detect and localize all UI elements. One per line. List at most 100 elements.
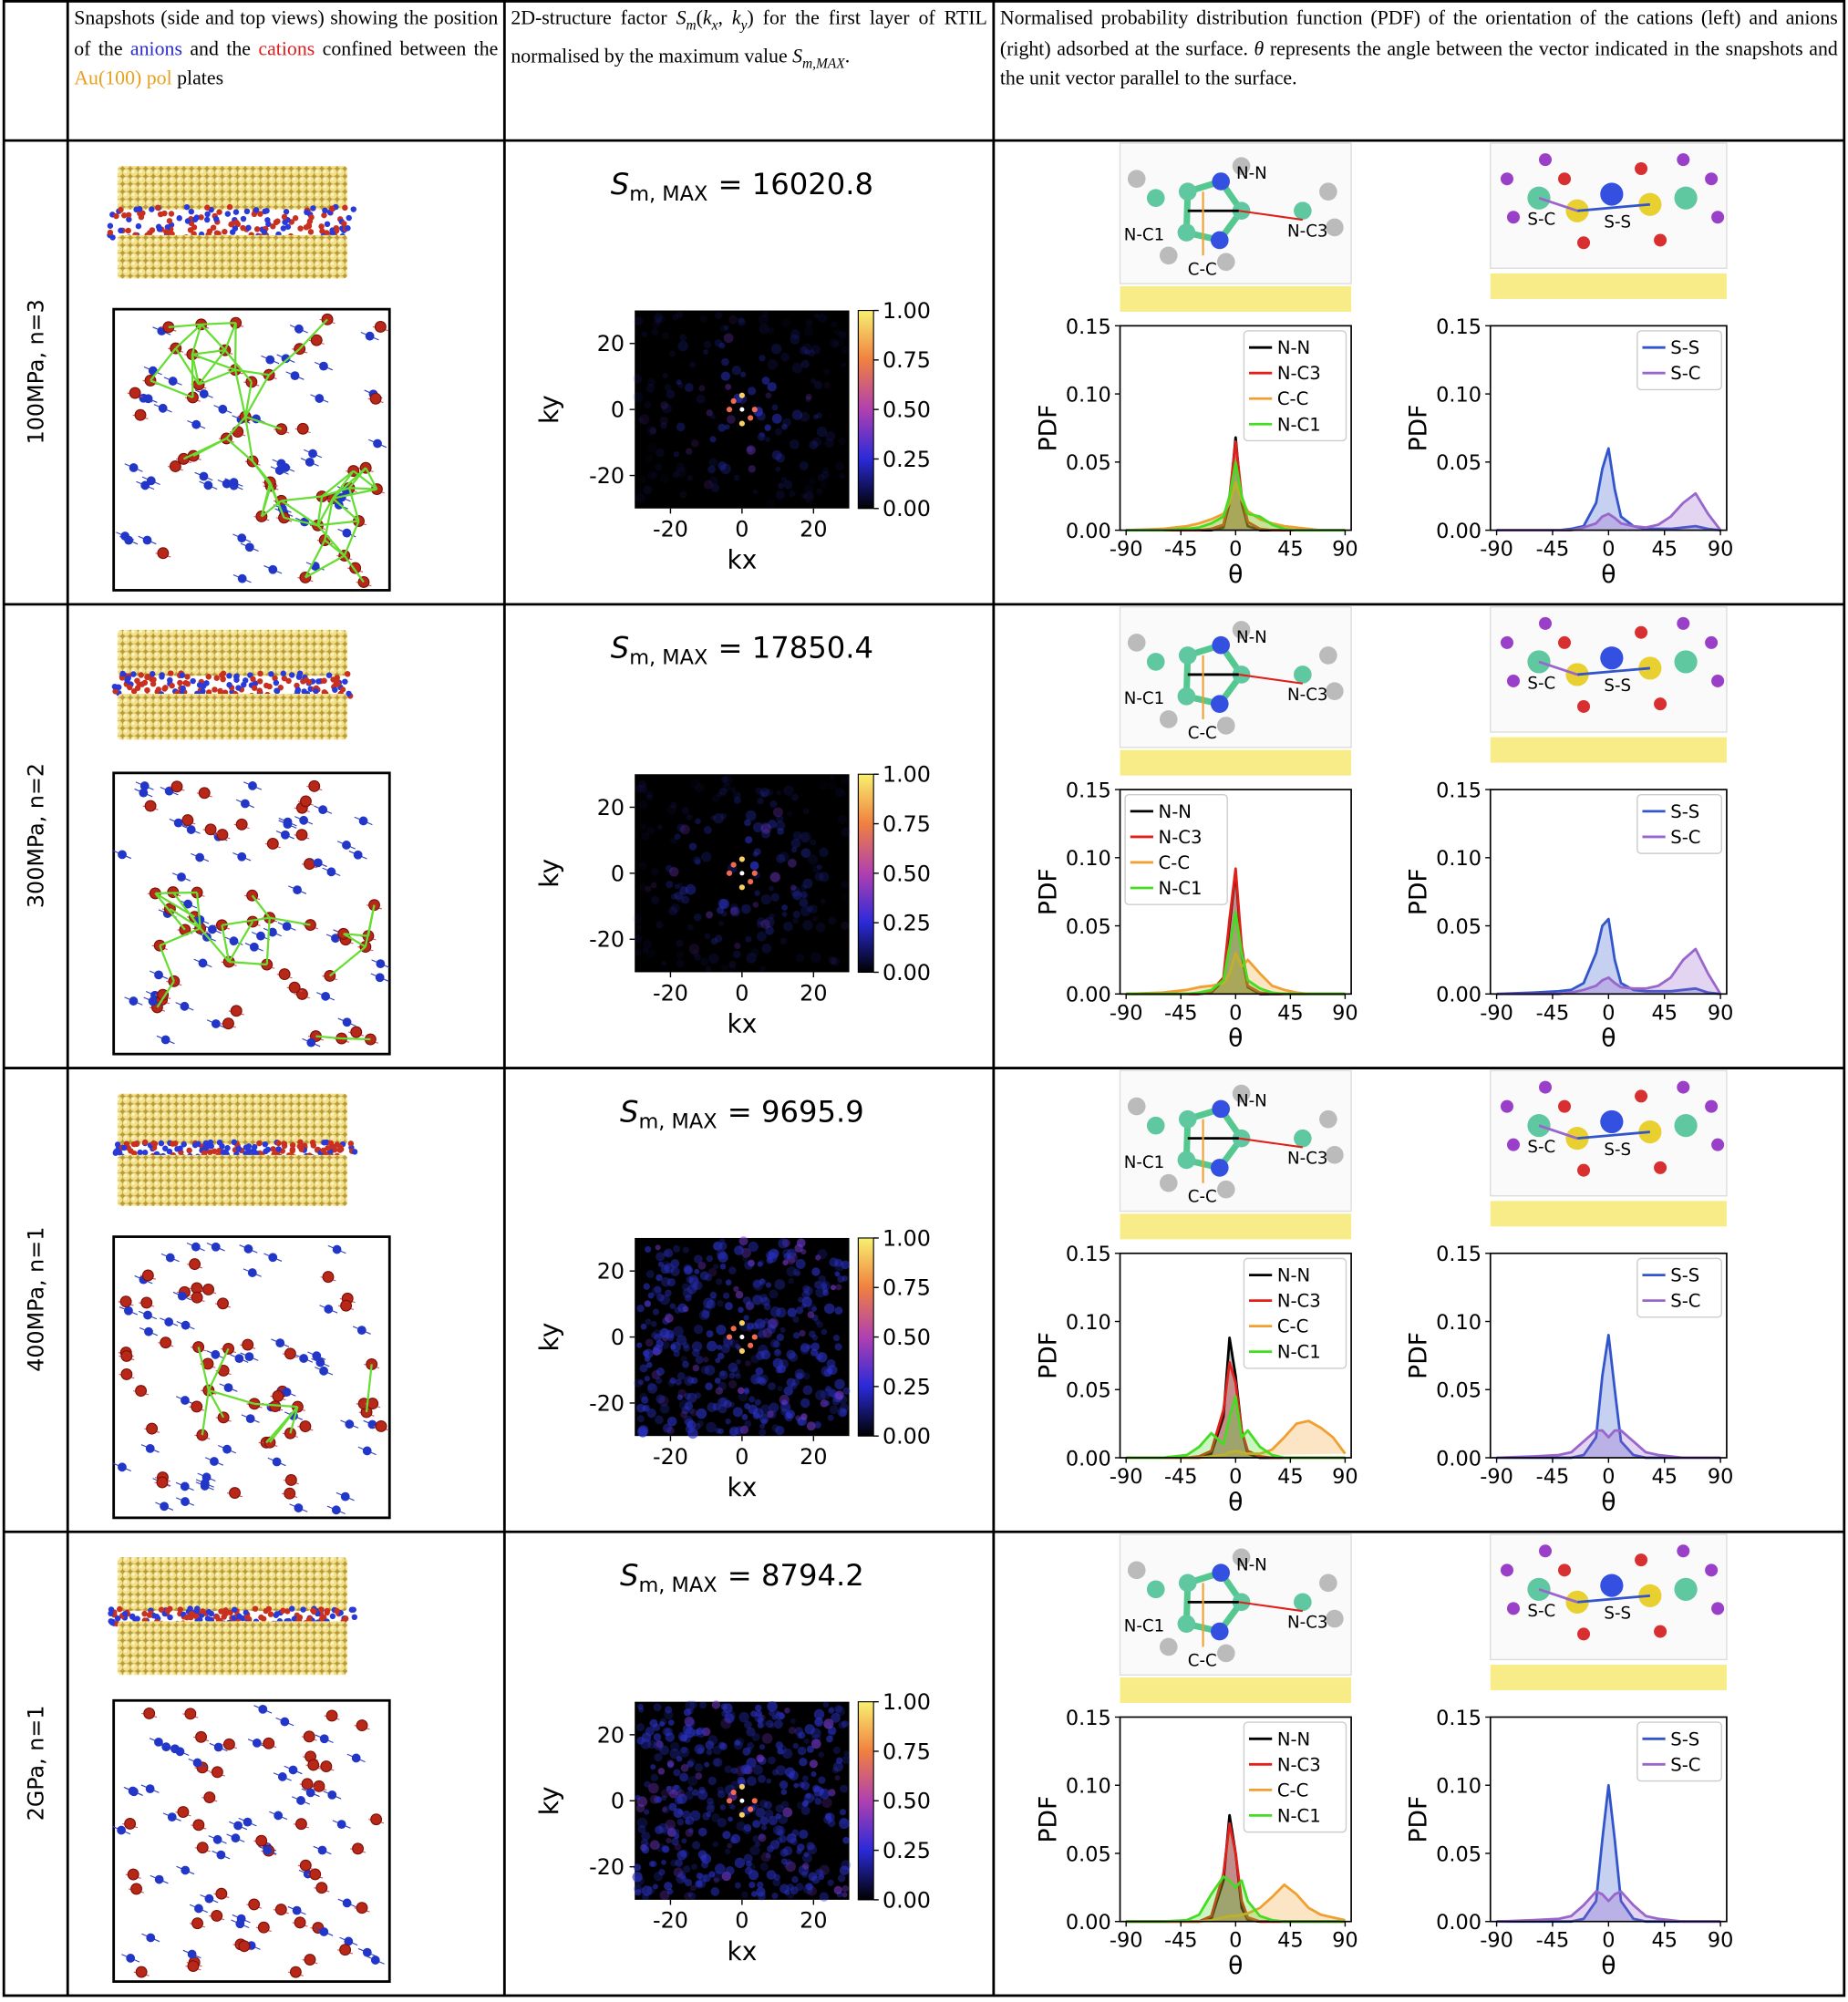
ion xyxy=(256,678,263,685)
heatmap-speckle xyxy=(800,905,811,917)
ion xyxy=(274,687,281,695)
heatmap-speckle xyxy=(641,831,650,841)
atom xyxy=(1674,1577,1698,1601)
heatmap-speckle xyxy=(707,1776,717,1786)
heatmap-speckle xyxy=(810,345,821,355)
heatmap-speckle xyxy=(800,1413,808,1420)
heatmap-speckle xyxy=(647,377,656,387)
network-link xyxy=(159,927,201,947)
heatmap-speckle xyxy=(732,1407,743,1418)
heatmap-speckle xyxy=(690,1863,697,1871)
ion xyxy=(183,1614,191,1621)
heatmap-speckle xyxy=(769,872,780,882)
anion xyxy=(370,1956,380,1965)
colorbar-tick-label: 0.00 xyxy=(883,1887,931,1913)
heatmap-speckle xyxy=(656,1252,666,1262)
anion xyxy=(292,1905,302,1915)
heatmap-speckle xyxy=(674,891,683,901)
anion xyxy=(331,934,340,944)
pdf-area xyxy=(1496,947,1722,996)
heatmap-speckle xyxy=(670,1741,680,1752)
heatmap-speckle xyxy=(836,338,845,347)
heatmap-speckle xyxy=(776,1333,785,1342)
cation xyxy=(211,1909,223,1922)
heatmap-speckle xyxy=(779,1883,790,1894)
heatmap-speckle xyxy=(645,1270,655,1279)
network-link xyxy=(280,500,319,527)
heatmap-speckle xyxy=(646,425,657,436)
heatmap-speckle xyxy=(668,867,679,877)
heatmap-speckle xyxy=(780,1858,788,1865)
network-link xyxy=(298,318,328,350)
anion xyxy=(313,858,323,868)
cation xyxy=(350,1026,363,1038)
ion xyxy=(250,676,256,683)
heatmap-speckle xyxy=(738,1306,744,1314)
heatmap-speckle xyxy=(653,1703,662,1712)
atom xyxy=(1326,682,1344,700)
network-link xyxy=(324,498,335,541)
vector xyxy=(1576,666,1650,676)
heatmap-speckle xyxy=(670,893,677,900)
heatmap-speckle xyxy=(825,1387,835,1398)
heatmap-speckle xyxy=(758,1260,765,1266)
heatmap-speckle xyxy=(673,1769,681,1777)
network-link xyxy=(234,368,270,377)
atom xyxy=(1705,1563,1719,1577)
heatmap-origin xyxy=(739,871,745,876)
heatmap-speckle xyxy=(756,1754,765,1763)
heatmap-speckle xyxy=(786,1409,795,1419)
heatmap-speckle xyxy=(638,475,646,483)
anion xyxy=(342,841,351,850)
heatmap-speckle xyxy=(719,1370,726,1377)
pdf-area xyxy=(1496,917,1721,996)
heatmap-speckle xyxy=(685,1828,694,1837)
vector xyxy=(1538,196,1578,212)
heatmap-speckle xyxy=(639,1364,648,1373)
heatmap-speckle xyxy=(760,823,772,834)
cation xyxy=(134,408,147,421)
cation xyxy=(340,1299,353,1312)
heatmap-speckle xyxy=(775,1349,780,1355)
network-link xyxy=(268,347,301,377)
heatmap-speckle xyxy=(683,1708,692,1717)
vector xyxy=(1576,1130,1650,1140)
heatmap-speckle xyxy=(712,1758,720,1767)
heatmap-speckle xyxy=(722,774,733,786)
ion xyxy=(347,1140,355,1147)
heatmap-speckle xyxy=(692,1364,700,1372)
heatmap-speckle xyxy=(803,325,814,337)
heatmap-speckle xyxy=(681,807,689,815)
heatmap-speckle xyxy=(641,1396,649,1404)
heatmap-speckle xyxy=(660,1264,670,1274)
ion xyxy=(268,671,274,677)
ion xyxy=(342,678,348,685)
heatmap-speckle xyxy=(790,334,800,345)
cation xyxy=(196,1842,209,1854)
heatmap-speckle xyxy=(800,1805,810,1815)
heatmap-speckle xyxy=(739,1425,749,1434)
heatmap-speckle xyxy=(752,1280,763,1291)
anion xyxy=(299,1354,309,1363)
x-tick-label: -45 xyxy=(1536,538,1570,562)
ion xyxy=(321,1140,327,1146)
heatmap-speckle xyxy=(665,864,673,872)
ion xyxy=(119,670,126,677)
ion xyxy=(219,672,225,678)
heatmap-speckle xyxy=(799,1781,805,1789)
network-link xyxy=(154,892,196,918)
vector-label: C-C xyxy=(1188,1651,1217,1670)
heatmap-speckle xyxy=(734,1857,746,1869)
heatmap-speckle xyxy=(697,1827,707,1837)
heatmap-speckle xyxy=(758,1833,767,1842)
heatmap-speckle xyxy=(815,1254,821,1261)
heatmap-speckle xyxy=(682,1810,691,1820)
heatmap-speckle xyxy=(718,1404,728,1414)
atom xyxy=(1232,1548,1251,1567)
heatmap-speckle xyxy=(649,1794,659,1804)
cation xyxy=(120,1368,133,1380)
heatmap-speckle xyxy=(738,1391,748,1402)
legend: S-SS-C xyxy=(1636,1721,1723,1782)
heatmap-speckle xyxy=(738,1711,749,1723)
